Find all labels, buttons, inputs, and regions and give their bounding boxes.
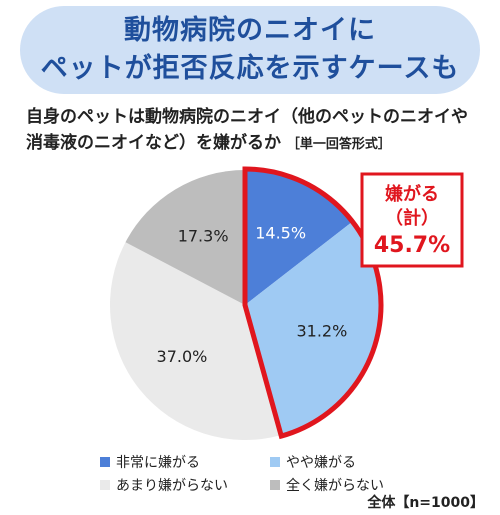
title-line-2: ペットが拒否反応を示すケースも <box>40 53 460 84</box>
legend-label: 全く嫌がらない <box>286 478 384 494</box>
legend-swatch <box>270 480 280 490</box>
legend-label: あまり嫌がらない <box>116 478 228 494</box>
pie-slices <box>110 170 380 440</box>
legend-item-not-at-all: 全く嫌がらない <box>270 475 440 495</box>
question-line-2-text: 消毒液のニオイなど）を嫌がるか <box>26 133 281 153</box>
slice-labels: 14.5% 31.2% 37.0% 17.3% <box>157 223 348 366</box>
callout-line-3: 45.7% <box>374 233 450 258</box>
question-line-2: 消毒液のニオイなど）を嫌がるか ［単一回答形式］ <box>26 130 486 158</box>
question-text: 自身のペットは動物病院のニオイ（他のペットのニオイや 消毒液のニオイなど）を嫌が… <box>26 104 486 158</box>
legend-item-very-dislike: 非常に嫌がる <box>100 452 270 472</box>
legend-label: やや嫌がる <box>286 455 356 471</box>
slice-not-much <box>110 242 282 440</box>
sample-size-note: 全体【n=1000】 <box>367 495 484 511</box>
title-line-1: 動物病院のニオイに <box>124 15 376 46</box>
answer-format: ［単一回答形式］ <box>286 137 391 152</box>
callout-box: 嫌がる （計） 45.7% <box>360 172 464 268</box>
slice-not-at-all-label: 17.3% <box>178 227 229 246</box>
slice-somewhat-dislike <box>245 222 380 436</box>
slice-somewhat-dislike-label: 31.2% <box>296 322 347 341</box>
slice-not-much-label: 37.0% <box>157 347 208 366</box>
legend-swatch <box>270 457 280 467</box>
legend-label: 非常に嫌がる <box>116 455 200 471</box>
question-line-1: 自身のペットは動物病院のニオイ（他のペットのニオイや <box>26 107 468 127</box>
legend: 非常に嫌がる やや嫌がるあまり嫌がらない 全く嫌がらない <box>100 452 440 495</box>
legend-item-not-much: あまり嫌がらない <box>100 475 270 495</box>
slice-very-dislike <box>245 170 352 305</box>
slice-very-dislike-label: 14.5% <box>255 223 306 242</box>
legend-swatch <box>100 480 110 490</box>
callout-line-2: （計） <box>385 207 439 229</box>
callout-line-1: 嫌がる <box>385 183 439 205</box>
highlight-outline <box>242 166 384 440</box>
slice-not-at-all <box>125 170 245 305</box>
title-banner: 動物病院のニオイに ペットが拒否反応を示すケースも <box>20 6 480 94</box>
legend-item-somewhat-dislike: やや嫌がる <box>270 452 440 472</box>
legend-swatch <box>100 457 110 467</box>
